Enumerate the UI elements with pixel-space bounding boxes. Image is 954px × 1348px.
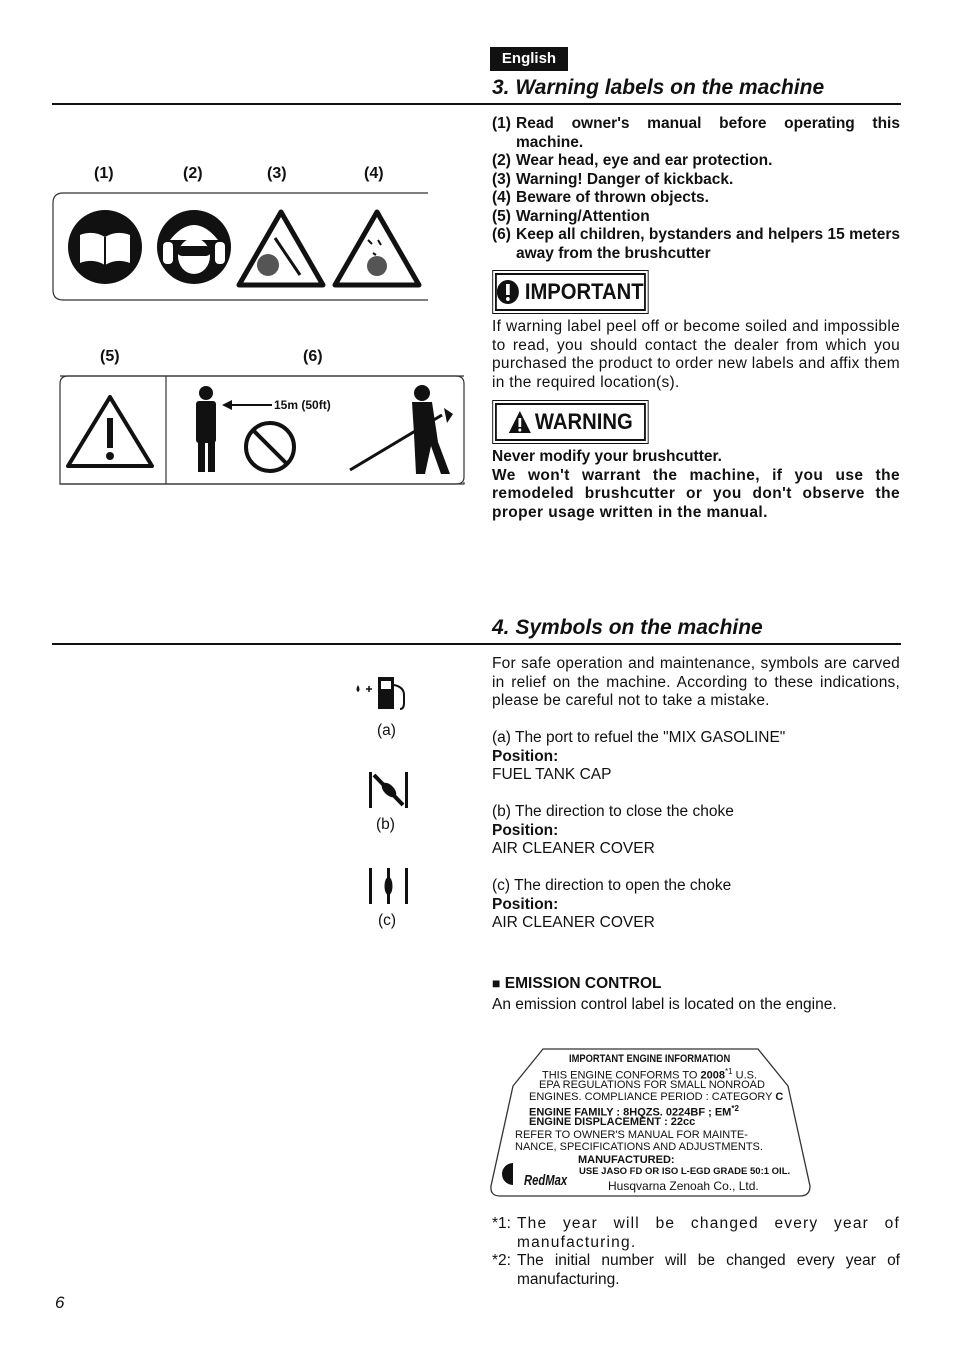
label-line: THIS ENGINE CONFORMS TO 2008*1 U.S. [542, 1067, 757, 1082]
label-line: EPA REGULATIONS FOR SMALL NONROAD [539, 1079, 765, 1091]
label-number: (5) [100, 348, 120, 365]
label-number: (1) [94, 165, 114, 182]
label-brand: RedMax [524, 1172, 568, 1189]
label-text: ENGINES. COMPLIANCE PERIOD : CATEGORY [529, 1091, 773, 1103]
symbol-description: (a) The port to refuel the "MIX GASOLINE… [492, 729, 786, 746]
label-line: USE JASO FD OR ISO L-EGD GRADE 50:1 OIL. [579, 1166, 791, 1177]
label-text: THIS ENGINE CONFORMS TO [542, 1069, 698, 1082]
section-title: 3. Warning labels on the machine [492, 76, 825, 99]
label-line: ENGINE FAMILY : 8HQZS. 0224BF ; EM*2 [529, 1104, 739, 1119]
label-text: U.S. [735, 1069, 758, 1082]
label-line: MANUFACTURED: [578, 1154, 675, 1166]
badge-text: IMPORTANT [524, 279, 644, 304]
item-text: Beware of thrown objects. [516, 189, 709, 206]
label-note: *1 [725, 1067, 733, 1076]
footnote: *1: The year will be changed every year o… [492, 1215, 900, 1252]
symbols-text: For safe operation and maintenance, symb… [492, 655, 900, 933]
item-text: Keep all children, bystanders and helper… [516, 226, 900, 262]
footnote-text: The initial number will be changed every… [517, 1252, 900, 1288]
label-number: (2) [183, 165, 203, 182]
label-line: REFER TO OWNER'S MANUAL FOR MAINTE- [515, 1129, 748, 1141]
warning-badge: WARNING [492, 400, 649, 444]
emission-label-shape [490, 1048, 811, 1197]
list-item: (3) Warning! Danger of kickback. [492, 171, 900, 190]
heading-text: EMISSION CONTROL [504, 975, 662, 992]
footnote: *2: The initial number will be changed ev… [492, 1252, 900, 1289]
emission-text: An emission control label is located on … [492, 996, 837, 1013]
warning-line: Never modify your brushcutter. [492, 448, 722, 465]
warning-text: Never modify your brushcutter. We won't … [492, 448, 900, 522]
item-number: (4) [492, 189, 511, 206]
distance-label: 15m (50ft) [274, 398, 331, 412]
item-number: (5) [492, 207, 511, 225]
rule [52, 643, 901, 645]
label-company: Husqvarna Zenoah Co., Ltd. [608, 1179, 759, 1193]
list-item: (4) Beware of thrown objects. [492, 189, 900, 208]
list-item: (2) Wear head, eye and ear protection. [492, 152, 900, 171]
symbol-description: (b) The direction to close the choke [492, 803, 734, 820]
label-line: NANCE, SPECIFICATIONS AND ADJUSTMENTS. [515, 1141, 763, 1153]
item-text: Wear head, eye and ear protection. [516, 152, 773, 169]
position: FUEL TANK CAP [492, 766, 612, 783]
item-text: Read owner's manual before operating thi… [516, 115, 900, 151]
label-line: ENGINE DISPLACEMENT : 22cc [529, 1116, 696, 1128]
symbol-description: (c) The direction to open the choke [492, 877, 732, 894]
language-badge: English [490, 47, 568, 71]
important-text: If warning label peel off or become soil… [492, 318, 900, 391]
position: AIR CLEANER COVER [492, 840, 655, 857]
list-item: (6) Keep all children, bystanders and hel… [492, 226, 900, 263]
symbol-label: (c) [378, 912, 397, 929]
label-number: (6) [303, 348, 323, 365]
list-item: (1) Read owner's manual before operating … [492, 115, 900, 152]
label-line: ENGINES. COMPLIANCE PERIOD : CATEGORY C [529, 1091, 783, 1103]
emission-heading: ■ EMISSION CONTROL [492, 975, 662, 992]
warning-line: We won't warrant the machine, if you use… [492, 466, 900, 521]
item-number: (3) [492, 170, 511, 188]
warning-icon [509, 411, 532, 433]
list-item: (5) Warning/Attention [492, 208, 900, 227]
footnotes: *1: The year will be changed every year o… [492, 1215, 900, 1289]
item-text: Warning! Danger of kickback. [516, 170, 734, 188]
item-number: (1) [492, 115, 511, 132]
symbol-label: (b) [376, 816, 395, 833]
important-badge: IMPORTANT [492, 270, 649, 314]
position-label: Position: [492, 895, 559, 913]
label-category: C [775, 1091, 784, 1103]
badge-text: WARNING [534, 409, 633, 434]
footnote-mark: *2: [492, 1252, 511, 1269]
label-year: 2008 [700, 1069, 725, 1082]
label-number: (4) [364, 165, 384, 182]
label-title: IMPORTANT ENGINE INFORMATION [569, 1053, 731, 1065]
item-text: Warning/Attention [516, 207, 650, 225]
position-label: Position: [492, 821, 559, 839]
position: AIR CLEANER COVER [492, 914, 655, 931]
label-note: *2 [731, 1104, 739, 1113]
important-icon [497, 280, 520, 304]
symbol-icons [356, 677, 408, 904]
warning-label-icons [52, 192, 465, 485]
symbol-label: (a) [377, 722, 396, 739]
section-title: 4. Symbols on the machine [492, 616, 763, 639]
intro: For safe operation and maintenance, symb… [492, 655, 900, 709]
label-text: ENGINE FAMILY : 8HQZS. 0224BF ; EM [529, 1106, 732, 1119]
page-number: 6 [55, 1293, 65, 1312]
position-label: Position: [492, 747, 559, 765]
rule [52, 103, 901, 105]
footnote-text: The year will be changed every year of m… [517, 1215, 900, 1251]
item-number: (6) [492, 226, 511, 243]
label-number: (3) [267, 165, 287, 182]
footnote-mark: *1: [492, 1215, 511, 1232]
item-number: (2) [492, 152, 511, 169]
label-list: (1) Read owner's manual before operating … [492, 115, 900, 263]
